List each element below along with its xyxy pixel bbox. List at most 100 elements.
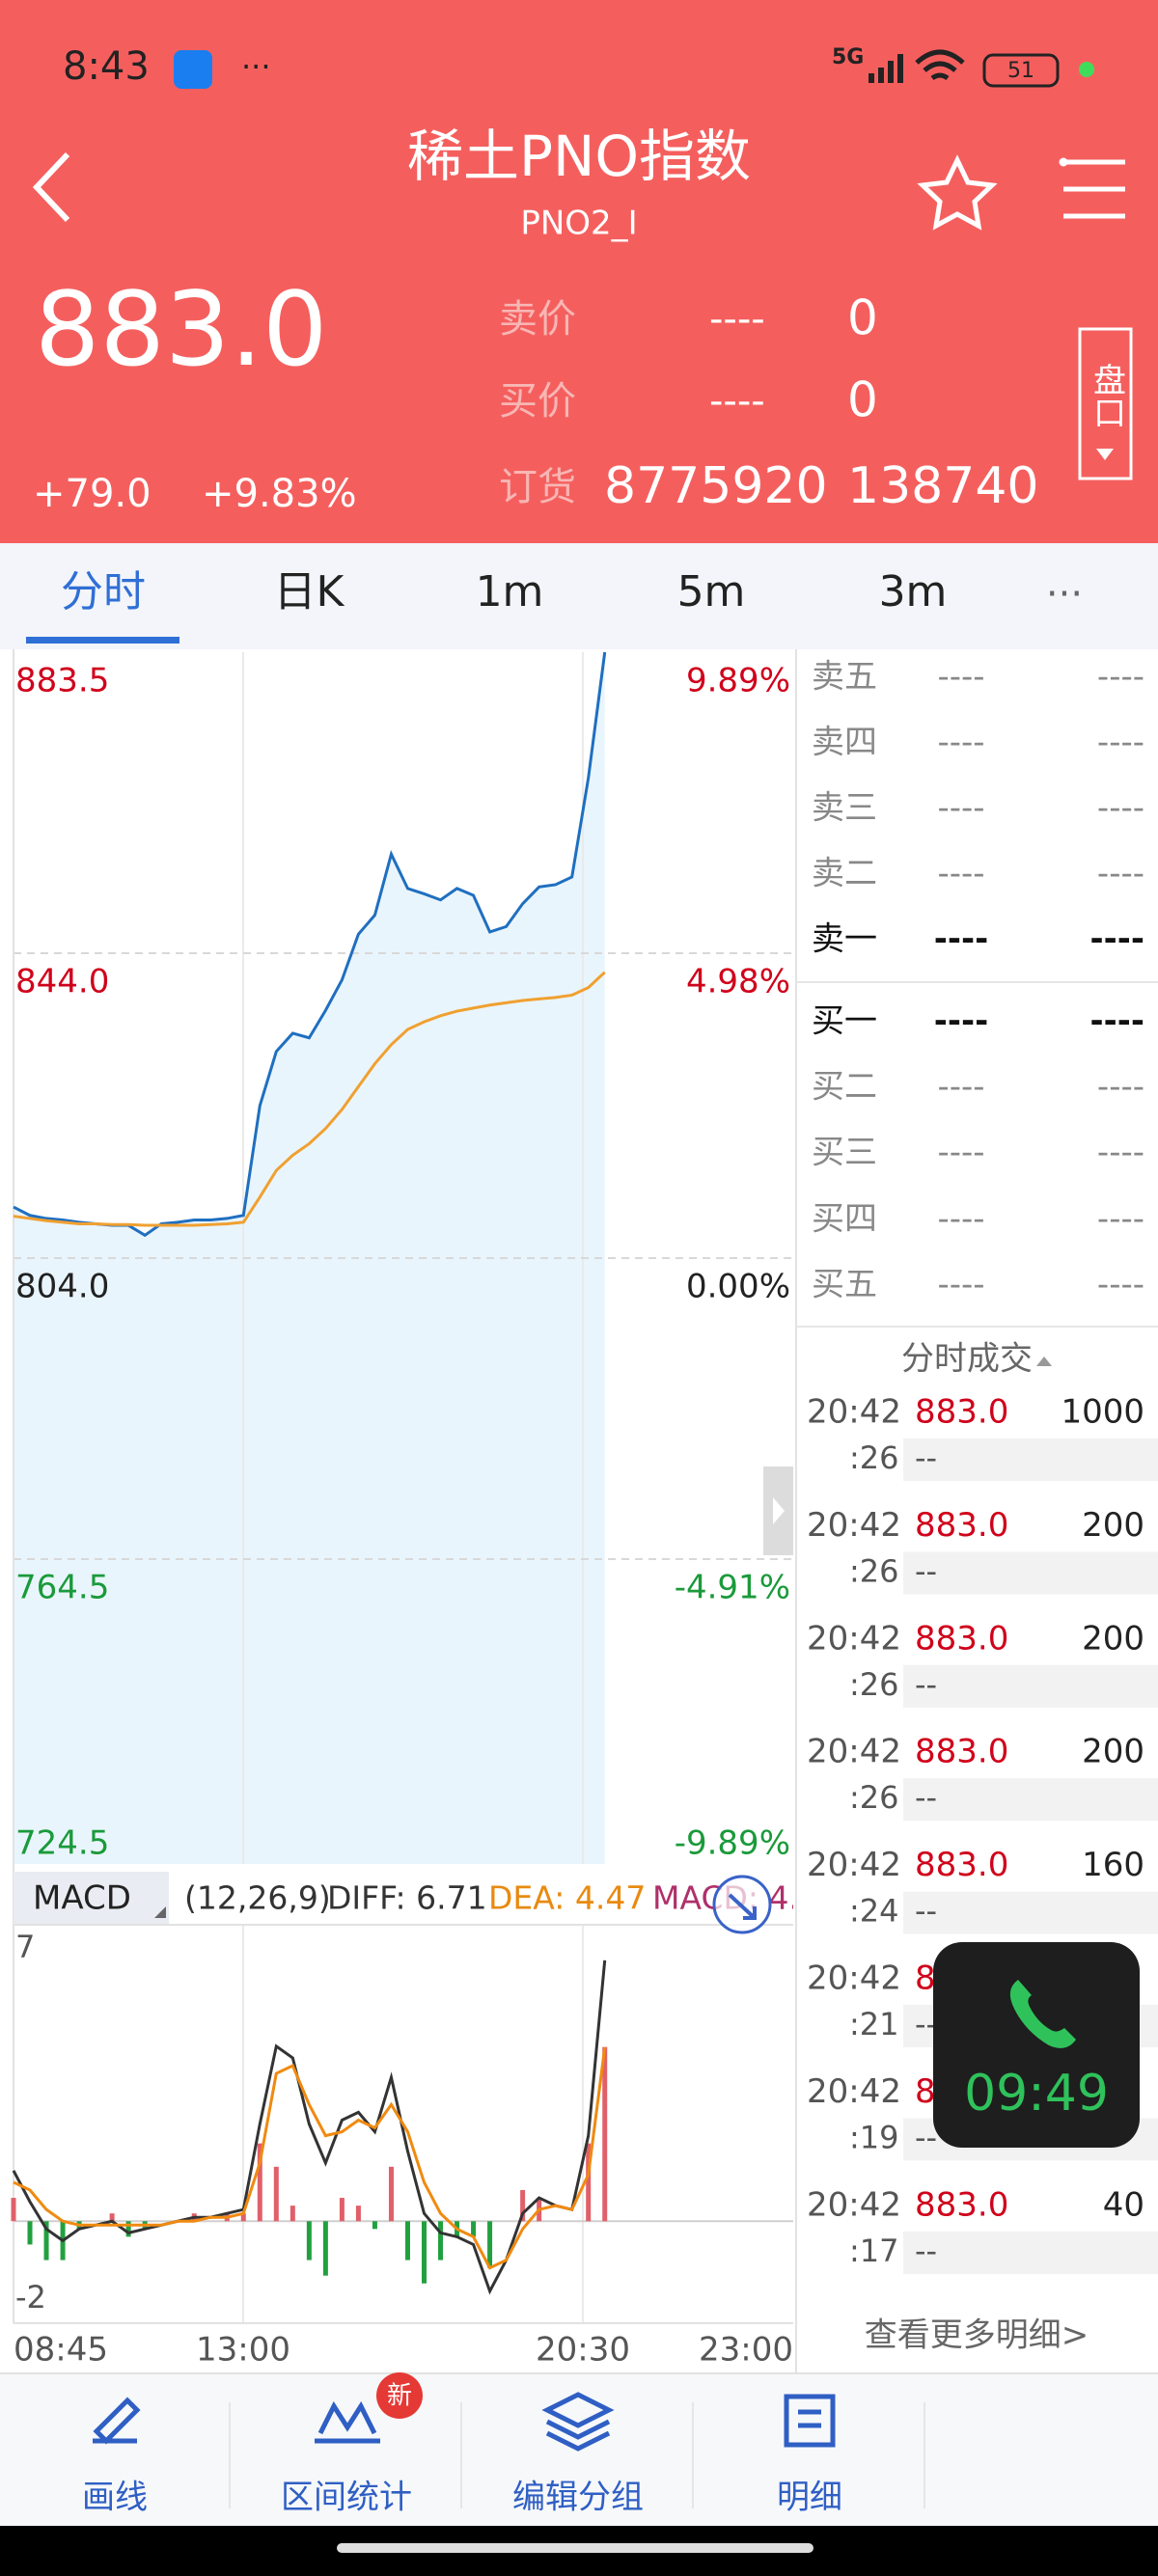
book-price: ---- (934, 920, 988, 959)
trade-band (903, 1551, 1158, 1595)
order-amount: 138740 (847, 457, 1039, 515)
nav-label[interactable]: 明细 (777, 2479, 842, 2517)
trade-time: 20:42 (807, 1506, 901, 1545)
back-button[interactable] (32, 151, 70, 223)
trade-band (903, 1664, 1158, 1708)
status-time: 8:43 (63, 44, 150, 89)
y-tick-label: 724.5 (15, 1824, 109, 1863)
book-price: ---- (937, 855, 984, 893)
trade-sec: :26 (849, 1439, 899, 1476)
tab-underline (26, 637, 179, 644)
y-tick-label: 883.5 (15, 662, 109, 700)
status-more: ··· (241, 48, 271, 85)
trade-band (903, 1439, 1158, 1481)
call-overlay[interactable]: 09:49 (933, 1942, 1140, 2148)
trade-band (903, 1891, 1158, 1934)
side-tab[interactable] (1078, 327, 1133, 480)
call-timer: 09:49 (964, 2065, 1109, 2123)
y2-tick-label: 0.00% (686, 1268, 790, 1306)
macd-bar (355, 2206, 361, 2222)
tab[interactable]: 3m (879, 567, 948, 617)
tab-more[interactable]: ··· (1046, 572, 1083, 617)
book-qty: ---- (1090, 1002, 1144, 1041)
trade-price: 883.0 (915, 1846, 1008, 1884)
favorite-button[interactable] (917, 154, 998, 231)
macd-bar (520, 2190, 526, 2222)
switch-arrow (728, 1893, 757, 1920)
tab[interactable]: 分时 (61, 567, 146, 617)
macd-bar (257, 2143, 262, 2222)
macd-bar (422, 2221, 427, 2284)
macd-bar (43, 2221, 49, 2261)
x-tick-label: 13:00 (196, 2331, 290, 2370)
trade-extra: -- (915, 2119, 937, 2155)
nav-badge (376, 2372, 423, 2419)
macd-selector[interactable] (14, 1872, 169, 1924)
trade-price: 883.0 (915, 1506, 1008, 1545)
y-tick-label: 804.0 (15, 1268, 109, 1306)
macd-bar (372, 2221, 377, 2230)
book-label: 卖三 (812, 789, 877, 828)
nav-label[interactable]: 编辑分组 (512, 2479, 644, 2517)
book-price: ---- (937, 658, 984, 697)
side-tab-arrow (1096, 449, 1114, 460)
book-label: 买二 (812, 1068, 877, 1107)
last-price: 883.0 (35, 270, 327, 389)
trade-volume: 40 (1103, 2185, 1144, 2224)
sell-label: 卖价 (499, 297, 576, 342)
macd-bar (125, 2221, 131, 2237)
trade-time: 20:42 (807, 2072, 901, 2111)
trade-time: 20:42 (807, 1619, 901, 1658)
tab[interactable]: 日K (274, 567, 345, 617)
y-tick-label: 844.0 (15, 963, 109, 1001)
trade-price: 883.0 (915, 2185, 1008, 2224)
macd-bar (602, 2046, 608, 2222)
macd-params: (12,26,9) (184, 1879, 331, 1917)
nav-label[interactable]: 画线 (82, 2479, 148, 2517)
trade-sec: :24 (849, 1893, 899, 1930)
macd-title: MACD (33, 1879, 131, 1918)
header-bg (0, 0, 1158, 543)
trade-extra: -- (915, 1552, 937, 1589)
trade-extra: -- (915, 1779, 937, 1816)
macd-bar (487, 2221, 493, 2268)
tab-bar (0, 543, 1158, 649)
trade-band (903, 1778, 1158, 1822)
sell-qty: 0 (847, 290, 878, 346)
home-indicator[interactable] (337, 2543, 813, 2553)
macd-bar (438, 2221, 444, 2261)
phone-icon (1009, 1980, 1076, 2048)
book-label: 买三 (812, 1134, 877, 1172)
trade-sec: :26 (849, 1552, 899, 1589)
order-qty: 8775920 (604, 457, 828, 515)
trade-sec: :26 (849, 1666, 899, 1703)
change: +79.0 (33, 472, 152, 516)
app-icon (174, 50, 212, 89)
book-label: 卖二 (812, 855, 877, 893)
wifi-icon (915, 49, 965, 81)
trade-time: 20:42 (807, 1393, 901, 1432)
tab[interactable]: 5m (677, 567, 746, 617)
y2-tick-label: -4.91% (675, 1568, 790, 1606)
nav-label[interactable]: 区间统计 (281, 2479, 412, 2517)
trade-sec: :21 (849, 2006, 899, 2042)
y2-tick-label: 9.89% (686, 662, 790, 700)
macd-bar (586, 2143, 592, 2222)
macd-bar (306, 2221, 312, 2261)
x-tick-label: 08:45 (14, 2331, 108, 2370)
macd-bar (322, 2221, 328, 2276)
order-label: 订货 (499, 465, 576, 509)
menu-button[interactable] (1059, 157, 1125, 219)
book-label: 卖五 (812, 658, 877, 697)
tab[interactable]: 1m (476, 567, 544, 617)
more-link[interactable]: 查看更多明细> (865, 2316, 1089, 2355)
series-line (13, 971, 606, 1227)
book-price: ---- (937, 1134, 984, 1172)
macd-bar (290, 2206, 295, 2222)
title: 稀土PNO指数 (407, 123, 751, 189)
series-line (13, 2046, 607, 2270)
trade-sec: :26 (849, 1779, 899, 1816)
trade-price: 883.0 (915, 1393, 1008, 1432)
